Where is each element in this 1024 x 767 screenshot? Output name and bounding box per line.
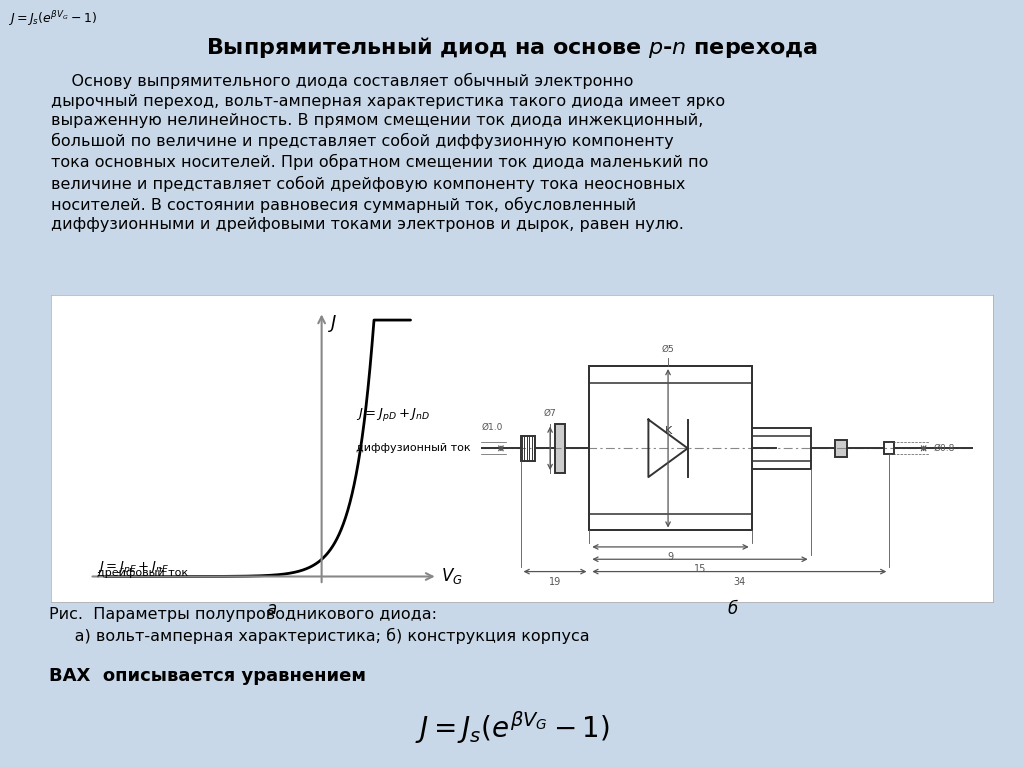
Text: 34: 34 xyxy=(733,577,745,587)
Bar xyxy=(752,428,811,469)
Text: ВАХ  описывается уравнением: ВАХ описывается уравнением xyxy=(49,667,367,685)
Text: $J = J_s(e^{\beta V_G} - 1)$: $J = J_s(e^{\beta V_G} - 1)$ xyxy=(415,709,609,746)
Text: Ø1.0: Ø1.0 xyxy=(481,423,503,432)
Bar xyxy=(836,440,848,456)
Bar xyxy=(885,442,894,455)
Text: Ø5: Ø5 xyxy=(662,345,675,354)
Text: а) вольт-амперная характеристика; б) конструкция корпуса: а) вольт-амперная характеристика; б) кон… xyxy=(49,627,590,644)
Text: 15: 15 xyxy=(694,565,707,574)
Text: дрейфовый ток: дрейфовый ток xyxy=(97,568,188,578)
Text: 9: 9 xyxy=(668,552,674,562)
Text: $J = J_s(e^{\beta V_G} - 1)$: $J = J_s(e^{\beta V_G} - 1)$ xyxy=(8,9,97,28)
Text: Выпрямительный диод на основе $p$-$n$ перехода: Выпрямительный диод на основе $p$-$n$ пе… xyxy=(206,35,818,60)
Text: Ø7: Ø7 xyxy=(544,409,556,417)
Text: 19: 19 xyxy=(549,577,561,587)
Text: а: а xyxy=(266,600,276,617)
Text: Рис.  Параметры полупроводникового диода:: Рис. Параметры полупроводникового диода: xyxy=(49,607,437,623)
Bar xyxy=(590,366,752,531)
Bar xyxy=(520,436,536,461)
Text: Ø0.8: Ø0.8 xyxy=(934,444,954,453)
Text: $J = J_{pD} + J_{nD}$: $J = J_{pD} + J_{nD}$ xyxy=(356,406,431,423)
Text: $V_G$: $V_G$ xyxy=(441,567,463,587)
Text: $J = J_{pE} + J_{nE}$: $J = J_{pE} + J_{nE}$ xyxy=(97,558,170,575)
Text: Основу выпрямительного диода составляет обычный электронно
дырочный переход, вол: Основу выпрямительного диода составляет … xyxy=(51,73,725,232)
Text: K: K xyxy=(665,426,672,436)
Polygon shape xyxy=(648,420,688,477)
Text: диффузионный ток: диффузионный ток xyxy=(356,443,471,453)
Bar xyxy=(555,423,565,473)
Text: б: б xyxy=(727,600,737,617)
Text: $J$: $J$ xyxy=(328,313,338,334)
